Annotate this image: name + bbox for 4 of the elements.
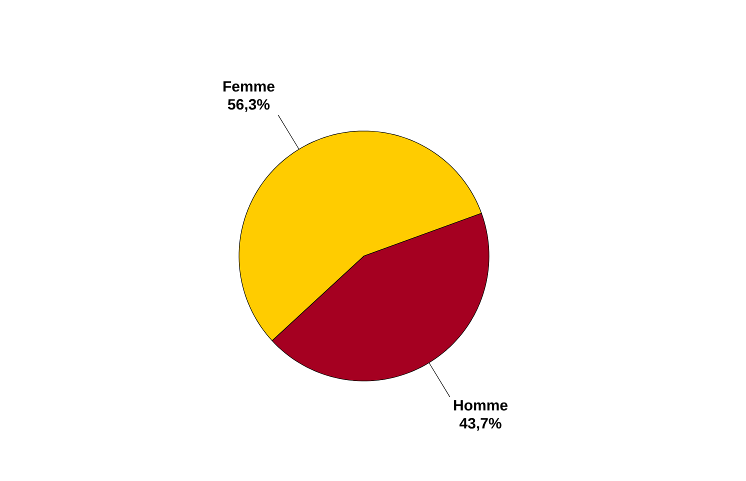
slice-label: Homme (454, 400, 508, 411)
slice-label: Femme (223, 81, 274, 92)
data-label: 56,3% (228, 99, 270, 112)
data-label: 43,7% (459, 418, 502, 431)
